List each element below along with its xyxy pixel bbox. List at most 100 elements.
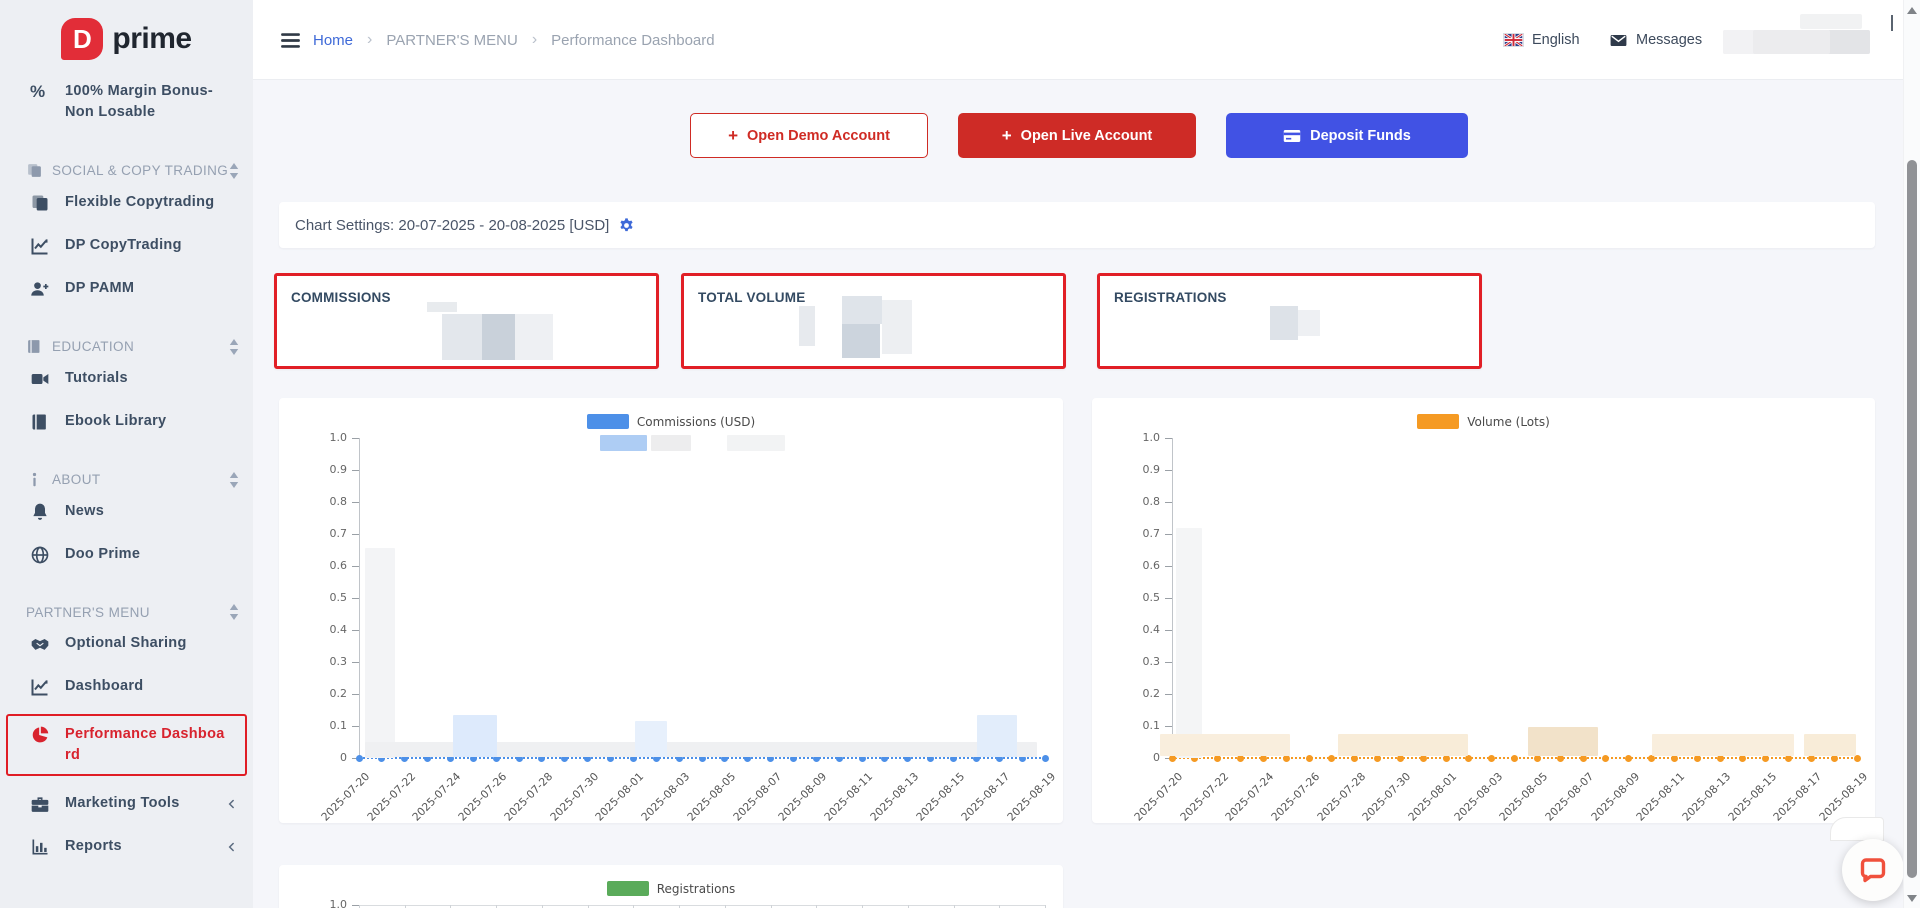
deposit-funds-label: Deposit Funds: [1310, 127, 1411, 144]
scrollbar-down-arrow[interactable]: [1907, 895, 1917, 902]
language-selector[interactable]: English: [1503, 0, 1580, 80]
breadcrumb-home[interactable]: Home: [313, 31, 354, 49]
redacted-text: [1800, 14, 1862, 29]
scrollbar-up-arrow[interactable]: [1907, 7, 1917, 14]
y-tick-label: 0: [1153, 751, 1160, 764]
percent-icon: %: [30, 82, 46, 101]
data-point: [1168, 754, 1176, 762]
chart-legend: Registrations: [279, 881, 1063, 896]
y-tick-mark: [1165, 534, 1172, 535]
top-tick-mark: [541, 905, 543, 908]
chartline-icon: [30, 236, 50, 256]
live-chat-button[interactable]: [1842, 839, 1904, 901]
data-point: [1602, 754, 1610, 762]
sidebar-item-tutorials[interactable]: Tutorials: [0, 357, 253, 400]
redaction-blur: [1528, 727, 1598, 756]
sidebar-item-flexible-copytrading[interactable]: Flexible Copytrading: [0, 181, 253, 224]
sidebar-item-marketing-tools[interactable]: Marketing Tools: [0, 782, 253, 825]
sidebar-item-news[interactable]: News: [0, 490, 253, 533]
sidebar-item-label: DP PAMM: [65, 280, 135, 296]
redacted-value: [427, 302, 457, 312]
top-tick-mark: [679, 905, 681, 908]
y-tick-label: 0.6: [329, 559, 348, 572]
sidebar-item-optional-sharing[interactable]: Optional Sharing: [0, 622, 253, 665]
sidebar-item-reports[interactable]: Reports: [0, 825, 253, 868]
sidebar-item-dashboard[interactable]: Dashboard: [0, 665, 253, 708]
sidebar-item-doo-prime[interactable]: Doo Prime: [0, 533, 253, 576]
commissions-chart: Commissions (USD) 0 0.1 0.2 0.3 0.4 0.5 0.6 0.7 0…: [279, 398, 1063, 823]
open-demo-account-button[interactable]: + Open Demo Account: [690, 113, 928, 158]
brand-name: prime: [112, 22, 192, 55]
gear-icon[interactable]: [618, 217, 635, 234]
top-tick-mark: [1045, 905, 1046, 908]
redacted-value: [442, 314, 482, 360]
top-tick-mark: [404, 905, 406, 908]
sidebar-item-dp-copytrading[interactable]: DP CopyTrading: [0, 224, 253, 267]
data-point: [355, 754, 363, 762]
sidebar-section-education[interactable]: EDUCATION: [0, 338, 253, 357]
sort-arrows-icon: [229, 471, 239, 488]
redacted-value: [842, 296, 882, 324]
data-point: [767, 754, 775, 762]
sidebar-item-label: Optional Sharing: [65, 635, 187, 651]
redacted-value: [482, 314, 515, 360]
sort-arrows-icon: [229, 604, 239, 620]
sidebar-section-about[interactable]: ABOUT: [0, 471, 253, 490]
y-tick-label: 1.0: [329, 898, 348, 908]
hamburger-menu-icon[interactable]: [278, 28, 303, 53]
deposit-funds-button[interactable]: Deposit Funds: [1226, 113, 1468, 158]
doo-prime-logo-icon: D: [61, 18, 104, 60]
language-label: English: [1532, 32, 1580, 48]
top-tick-mark: [587, 905, 589, 908]
sidebar-item-label: Doo Prime: [65, 546, 141, 562]
redaction-blur: [1652, 734, 1794, 756]
y-tick-mark: [1165, 662, 1172, 663]
brand-logo[interactable]: D prime: [0, 0, 253, 78]
sidebar-item-label: Tutorials: [65, 370, 128, 386]
data-point: [1305, 754, 1313, 762]
chat-bubble-icon: [1860, 858, 1886, 883]
data-point: [721, 754, 729, 762]
sidebar-item-label: Performance Dashboard: [65, 726, 225, 763]
data-point: [1830, 754, 1838, 762]
x-tick-label: 2025-08-13: [1679, 770, 1734, 823]
breadcrumb-separator: ›: [367, 31, 373, 48]
y-tick-label: 0.2: [1142, 687, 1161, 700]
sidebar-item-ebook-library[interactable]: Ebook Library: [0, 400, 253, 443]
sidebar-section-partner-s-menu[interactable]: PARTNER'S MENU: [0, 604, 253, 622]
legend-label: Commissions (USD): [636, 414, 756, 429]
sidebar-section-social-copy-trading[interactable]: SOCIAL & COPY TRADING: [0, 162, 253, 181]
sort-arrows-icon: [229, 338, 239, 355]
top-tick-mark: [953, 905, 955, 908]
open-live-account-button[interactable]: + Open Live Account: [958, 113, 1196, 158]
y-tick-mark: [1165, 502, 1172, 503]
redaction-blur: [365, 742, 1037, 757]
messages-button[interactable]: Messages: [1609, 0, 1702, 80]
data-point: [652, 754, 660, 762]
sidebar-menu: % 100% Margin Bonus- Non Losable SOCIAL & …: [0, 78, 253, 908]
y-tick-label: 0.4: [329, 623, 348, 636]
redaction-blur: [635, 721, 667, 757]
legend-swatch: [1417, 414, 1460, 429]
plus-icon: +: [1001, 126, 1012, 145]
legend-swatch: [606, 881, 649, 896]
data-point: [561, 754, 569, 762]
data-point: [1625, 754, 1633, 762]
data-point: [515, 754, 523, 762]
sidebar-item-100-margin-bonus-non-losable[interactable]: % 100% Margin Bonus- Non Losable: [0, 78, 253, 134]
legend-label: Registrations: [656, 881, 736, 896]
scrollbar-thumb[interactable]: [1907, 160, 1917, 878]
data-point: [1807, 754, 1815, 762]
redacted-value: [515, 314, 553, 360]
top-tick-mark: [862, 905, 864, 908]
topbar: Home › PARTNER'S MENU › Performance Dashboar…: [253, 0, 1920, 80]
sidebar-item-performance-dashboard[interactable]: Performance Dashboard: [6, 714, 247, 776]
chartline-icon: [30, 677, 50, 697]
data-point: [1465, 754, 1473, 762]
y-tick-label: 0: [340, 751, 347, 764]
y-tick-label: 0.1: [1142, 719, 1161, 732]
data-point: [1556, 754, 1564, 762]
redacted-value: [799, 306, 815, 346]
sidebar-item-dp-pamm[interactable]: DP PAMM: [0, 267, 253, 310]
plus-icon: +: [728, 126, 739, 145]
